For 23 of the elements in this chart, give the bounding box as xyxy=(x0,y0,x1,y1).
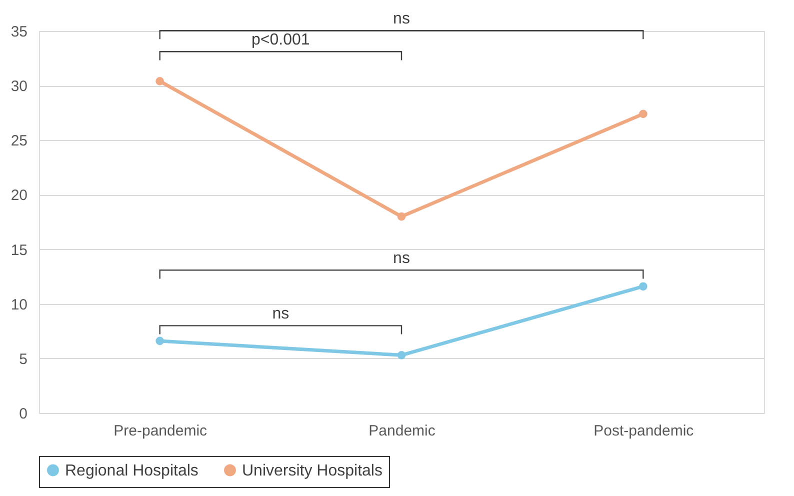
point xyxy=(156,336,164,346)
legend-label: Regional Hospitals xyxy=(65,462,198,480)
y-tick-label: 15 xyxy=(10,242,28,259)
text: ns xyxy=(393,10,410,28)
point xyxy=(397,212,406,221)
y-tick-label: 10 xyxy=(10,296,28,314)
point xyxy=(638,110,648,118)
legend-label: University Hospitals xyxy=(242,462,382,480)
point xyxy=(638,282,648,291)
y-tick-label: 30 xyxy=(10,78,28,96)
point xyxy=(397,350,406,360)
annotation: ns xyxy=(393,250,410,268)
x-tick-label: Pre-pandemic xyxy=(114,422,208,440)
annotation: ns xyxy=(272,306,290,323)
y-tick-label: 35 xyxy=(10,24,28,40)
x-tick-label: Pandemic xyxy=(368,422,436,440)
annotation: p<0.001 xyxy=(252,32,310,49)
y-tick-label: 25 xyxy=(10,132,28,150)
point xyxy=(156,77,164,86)
y-tick-label: 0 xyxy=(19,406,28,422)
y-tick-label: 5 xyxy=(19,350,28,368)
y-tick-label: 20 xyxy=(10,187,28,204)
x-tick-label: Post-pandemic xyxy=(594,422,694,440)
